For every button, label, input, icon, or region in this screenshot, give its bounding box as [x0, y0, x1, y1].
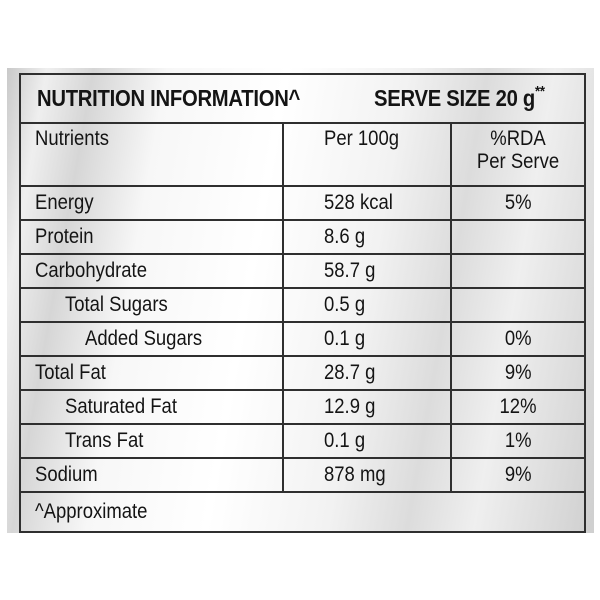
rda-value [449, 219, 587, 255]
nutrient-name: Total Fat [19, 355, 284, 391]
rda-value [449, 287, 587, 323]
nutrient-name: Saturated Fat [19, 389, 284, 425]
footnote-cell: ^Approximate [18, 491, 587, 533]
per-100g-value: 12.9 g [282, 389, 452, 425]
per-100g-value-text: 12.9 g [324, 395, 376, 419]
per-100g-value: 528 kcal [282, 185, 452, 221]
nutrient-name-text: Saturated Fat [65, 395, 177, 419]
rda-value-text: 9% [504, 463, 532, 487]
per-100g-value: 58.7 g [282, 253, 452, 289]
per-100g-value: 0.1 g [282, 321, 452, 357]
rda-value: 9% [449, 457, 587, 493]
header-rda-line1: %RDA [490, 127, 546, 150]
header-row: Nutrients Per 100g %RDA Per Serve [19, 122, 587, 187]
per-100g-value-text: 878 mg [324, 463, 386, 487]
nutrition-table: NUTRITION INFORMATION^ SERVE SIZE 20 g**… [18, 73, 587, 533]
footnote-row: ^Approximate [18, 491, 587, 533]
table-title: NUTRITION INFORMATION^ [37, 84, 301, 111]
table-row: Carbohydrate 58.7 g [19, 253, 587, 289]
header-rda: %RDA Per Serve [449, 122, 587, 187]
rda-value-text: 12% [499, 395, 537, 419]
per-100g-value: 0.5 g [282, 287, 452, 323]
rda-value: 5% [449, 185, 587, 221]
nutrient-name-text: Total Sugars [65, 293, 168, 317]
nutrient-name: Trans Fat [19, 423, 284, 459]
per-100g-value-text: 58.7 g [324, 259, 376, 283]
per-100g-value-text: 0.5 g [324, 293, 366, 317]
nutrient-name-text: Added Sugars [85, 327, 203, 351]
serve-size: SERVE SIZE 20 g** [373, 82, 545, 111]
table-row: Sodium 878 mg 9% [19, 457, 587, 493]
rda-value: 0% [449, 321, 587, 357]
per-100g-value: 28.7 g [282, 355, 452, 391]
per-100g-value-text: 0.1 g [324, 327, 366, 351]
serve-size-text: SERVE SIZE 20 g [373, 84, 535, 111]
rda-value-text: 5% [504, 191, 532, 215]
table-row: Saturated Fat 12.9 g 12% [19, 389, 587, 425]
per-100g-value: 0.1 g [282, 423, 452, 459]
header-nutrients: Nutrients [19, 122, 284, 187]
table-row: Trans Fat 0.1 g 1% [19, 423, 587, 459]
per-100g-value-text: 528 kcal [324, 191, 393, 215]
nutrient-name-text: Energy [35, 191, 94, 215]
nutrient-name-text: Carbohydrate [35, 259, 147, 283]
header-per-100g: Per 100g [282, 122, 452, 187]
nutrient-name: Sodium [19, 457, 284, 493]
rda-value-text: 0% [504, 327, 532, 351]
nutrient-name-text: Protein [35, 225, 94, 249]
per-100g-value-text: 8.6 g [324, 225, 366, 249]
footnote: ^Approximate [35, 500, 148, 524]
nutrient-name: Added Sugars [19, 321, 284, 357]
nutrient-name: Total Sugars [19, 287, 284, 323]
table-row: Total Sugars 0.5 g [19, 287, 587, 323]
per-100g-value-text: 0.1 g [324, 429, 366, 453]
header-per-100g-label: Per 100g [324, 127, 400, 150]
nutrient-name: Energy [19, 185, 284, 221]
per-100g-value-text: 28.7 g [324, 361, 376, 385]
title-row: NUTRITION INFORMATION^ SERVE SIZE 20 g** [18, 73, 587, 124]
per-100g-value: 8.6 g [282, 219, 452, 255]
table-row: Protein 8.6 g [19, 219, 587, 255]
nutrient-name: Carbohydrate [19, 253, 284, 289]
rda-value-text: 9% [504, 361, 532, 385]
rda-value-text: 1% [504, 429, 532, 453]
table-row: Added Sugars 0.1 g 0% [19, 321, 587, 357]
header-rda-line2: Per Serve [476, 150, 560, 174]
header-nutrients-label: Nutrients [35, 127, 109, 150]
nutrient-name-text: Sodium [35, 463, 98, 487]
rda-value: 9% [449, 355, 587, 391]
per-100g-value: 878 mg [282, 457, 452, 493]
table-row: Total Fat 28.7 g 9% [19, 355, 587, 391]
nutrient-name-text: Total Fat [35, 361, 106, 385]
rda-value: 1% [449, 423, 587, 459]
table-row: Energy 528 kcal 5% [19, 185, 587, 221]
rda-value [449, 253, 587, 289]
serve-size-mark: ** [534, 82, 545, 100]
title-cell: NUTRITION INFORMATION^ SERVE SIZE 20 g** [18, 73, 587, 124]
nutrient-name-text: Trans Fat [65, 429, 144, 453]
nutrient-name: Protein [19, 219, 284, 255]
rda-value: 12% [449, 389, 587, 425]
